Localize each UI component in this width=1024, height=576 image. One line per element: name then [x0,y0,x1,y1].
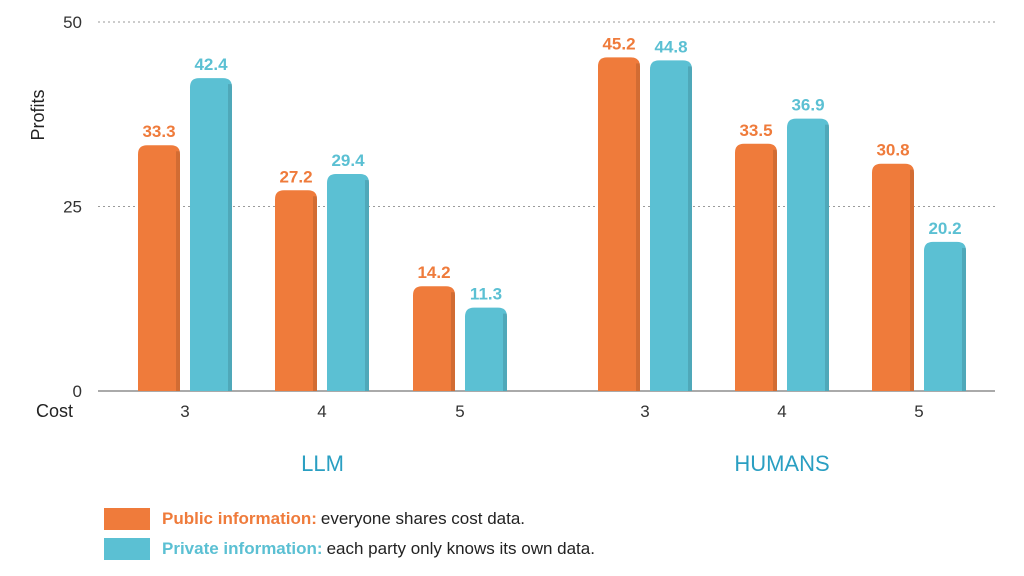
bar-shade [825,124,829,391]
y-tick-label: 25 [63,198,82,217]
data-label-public: 14.2 [417,263,450,282]
bar-shade [688,66,692,391]
x-tick-label: 5 [455,402,464,421]
data-label-private: 29.4 [331,151,365,170]
data-label-public: 45.2 [602,34,635,53]
bar-shade [773,149,777,391]
group-label-llm: LLM [301,451,344,476]
bar-private [787,118,829,391]
x-tick-label: 4 [777,402,786,421]
bar-public [872,163,914,391]
bar-shade [176,151,180,391]
data-label-private: 11.3 [470,285,502,304]
data-label-public: 27.2 [279,167,312,186]
data-label-public: 33.5 [739,121,772,140]
legend-name-private: Private information: [162,539,323,558]
bar-private [924,241,966,391]
x-tick-label: 3 [180,402,189,421]
data-label-private: 36.9 [791,96,824,115]
bar-shade [910,169,914,391]
legend-swatch-private [104,538,150,560]
bar-shade [636,63,640,391]
legend-item-private: Private information: each party only kno… [104,534,595,564]
bar-chart: 0 25 50 Profits Cost 33.3 42.4 27.2 29.4 14.2 11.3… [28,13,995,476]
group-label-humans: HUMANS [734,451,829,476]
bar-private [190,78,232,391]
bar-private [650,60,692,391]
data-label-private: 44.8 [654,37,687,56]
data-label-public: 30.8 [876,141,909,160]
x-axis-title: Cost [36,401,73,421]
y-axis-title: Profits [28,89,48,140]
y-tick-label: 50 [63,13,82,32]
x-tick-label: 3 [640,402,649,421]
data-label-private: 42.4 [194,55,228,74]
legend-item-public: Public information: everyone shares cost… [104,504,595,534]
x-tick-label: 4 [317,402,326,421]
bar-public [138,145,180,391]
bar-private [327,174,369,391]
data-label-private: 20.2 [928,219,961,238]
bar-shade [503,313,507,391]
x-tick-label: 5 [914,402,923,421]
legend-swatch-public [104,508,150,530]
bar-shade [228,84,232,391]
bar-public [598,57,640,391]
legend: Public information: everyone shares cost… [104,504,595,564]
bar-public [275,190,317,391]
bar-shade [962,247,966,391]
bar-shade [313,196,317,391]
legend-desc-private: each party only knows its own data. [326,539,595,558]
legend-desc-public: everyone shares cost data. [320,509,526,528]
y-tick-label: 0 [73,382,82,401]
bar-public [413,286,455,391]
bar-public [735,143,777,391]
legend-name-public: Public information: [162,509,317,528]
bar-shade [451,292,455,391]
bar-private [465,307,507,391]
data-label-public: 33.3 [142,122,175,141]
bar-shade [365,180,369,391]
